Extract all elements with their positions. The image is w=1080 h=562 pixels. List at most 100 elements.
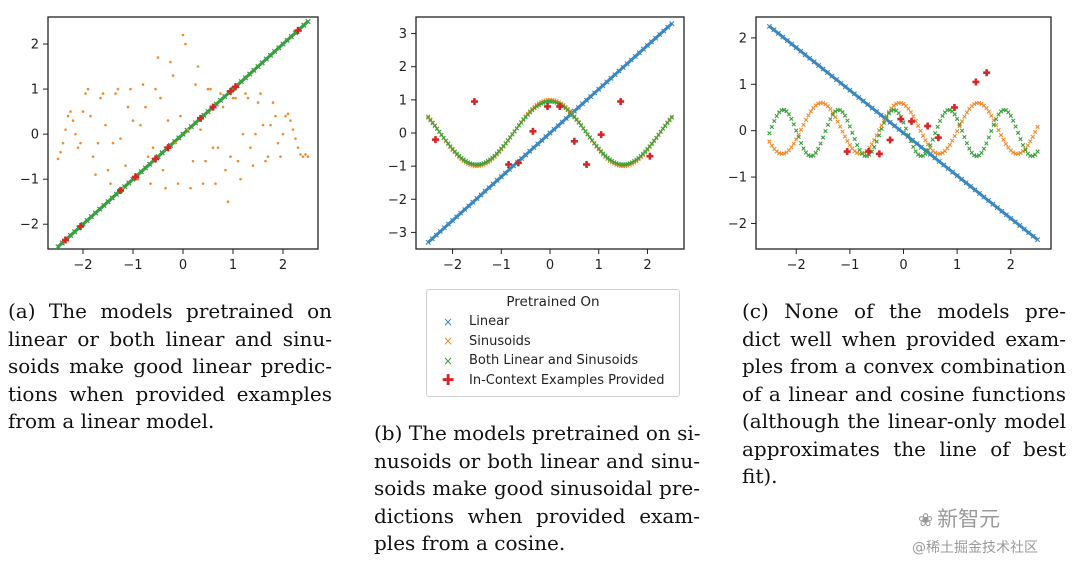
example-point xyxy=(134,173,137,181)
example-point xyxy=(234,83,237,91)
y-tick-label: 2 xyxy=(739,31,747,46)
scatter-point xyxy=(181,33,185,37)
scatter-point xyxy=(189,186,192,190)
curve-point xyxy=(954,129,960,134)
curve-point xyxy=(538,101,544,106)
caption-c: (c) None of the models pre- dict well wh… xyxy=(742,298,1066,491)
curve-point xyxy=(889,108,894,113)
curve-point xyxy=(1013,124,1018,129)
curve-point xyxy=(769,124,775,130)
curve-point xyxy=(893,101,899,107)
scatter-point xyxy=(201,182,205,185)
curve-point xyxy=(1006,145,1011,150)
scatter-point xyxy=(306,155,310,158)
curve-point xyxy=(828,106,833,112)
curve-point xyxy=(576,120,581,125)
x-tick-label: −2 xyxy=(73,258,92,273)
caption-a-line: from a linear model. xyxy=(8,409,215,433)
scatter-point xyxy=(169,60,172,64)
x-tick-label: −2 xyxy=(787,258,806,273)
scatter-point xyxy=(86,87,90,91)
curve-point xyxy=(845,118,850,123)
curve-point xyxy=(483,159,488,165)
scatter-point xyxy=(149,182,152,185)
curve-point xyxy=(847,124,853,129)
example-point xyxy=(546,102,549,110)
curve-point xyxy=(859,151,865,156)
example-point xyxy=(899,115,903,123)
curve-point xyxy=(563,106,568,111)
curve-point xyxy=(986,135,992,140)
example-point xyxy=(473,98,476,106)
curve-point xyxy=(937,118,943,124)
curve-point xyxy=(669,114,675,119)
scatter-point xyxy=(289,119,292,122)
curve-point xyxy=(803,117,809,123)
curve-point xyxy=(974,154,979,159)
curve-point xyxy=(813,150,818,156)
caption-b-line: dictions when provided exam- xyxy=(374,503,700,528)
wechat-icon: ❀ xyxy=(918,510,934,531)
curve-point xyxy=(569,112,575,117)
scatter-point xyxy=(266,155,270,158)
y-tick-label: 1 xyxy=(31,83,39,98)
curve-point xyxy=(852,136,857,142)
scatter-point xyxy=(264,159,267,163)
caption-b-line: (b) The models pretrained on si- xyxy=(374,421,701,445)
curve-point xyxy=(969,150,974,155)
curve-point xyxy=(1030,134,1035,139)
scatter-point xyxy=(234,96,237,100)
scatter-point xyxy=(276,141,280,145)
scatter-point xyxy=(119,137,122,140)
curve-point xyxy=(828,117,833,122)
legend-item-sinusoids: × Sinusoids xyxy=(427,332,679,352)
caption-a-line: tions when provided examples xyxy=(8,381,332,406)
scatter-point xyxy=(166,119,170,122)
curve-point xyxy=(823,128,828,134)
curve-point xyxy=(915,152,921,157)
curve-point xyxy=(825,104,831,109)
curve-point xyxy=(823,102,828,107)
curve-point xyxy=(552,99,557,105)
y-tick-label: 0 xyxy=(739,124,747,139)
scatter-point xyxy=(126,105,130,109)
curve-point xyxy=(818,141,823,146)
curve-point xyxy=(1003,141,1009,147)
scatter-point xyxy=(236,159,240,163)
scatter-point xyxy=(106,168,110,172)
scatter-point xyxy=(219,92,222,95)
curve-point xyxy=(845,138,850,144)
curve-point xyxy=(908,110,914,115)
y-tick-label: 0 xyxy=(31,128,39,143)
curve-point xyxy=(906,106,911,111)
curve-point xyxy=(869,142,874,147)
curve-point xyxy=(596,146,601,151)
y-tick-label: 0 xyxy=(399,127,407,142)
curve-point xyxy=(798,140,804,146)
curve-point xyxy=(452,149,457,154)
scatter-point xyxy=(304,153,307,156)
curve-point xyxy=(1035,149,1040,154)
x-tick-label: −1 xyxy=(840,258,859,273)
curve-point xyxy=(911,114,916,119)
curve-point xyxy=(930,137,935,142)
scatter-point xyxy=(109,182,112,185)
curve-point xyxy=(452,150,457,155)
x-tick-label: 2 xyxy=(643,258,651,273)
curve-point xyxy=(439,132,444,137)
curve-point xyxy=(1023,146,1028,151)
scatter-point xyxy=(84,92,87,95)
scatter-point xyxy=(161,168,165,172)
scatter-point xyxy=(111,141,115,145)
x-tick-label: 0 xyxy=(179,258,187,273)
curve-point xyxy=(898,100,904,106)
y-tick-label: 1 xyxy=(739,78,747,93)
x-tick-label: 1 xyxy=(229,258,237,273)
scatter-point xyxy=(259,92,262,95)
scatter-point xyxy=(174,141,177,145)
curve-point xyxy=(847,142,853,148)
scatter-point xyxy=(171,74,175,77)
curve-point xyxy=(972,153,977,158)
x-tick-label: 0 xyxy=(899,258,907,273)
curve-point xyxy=(468,161,473,166)
